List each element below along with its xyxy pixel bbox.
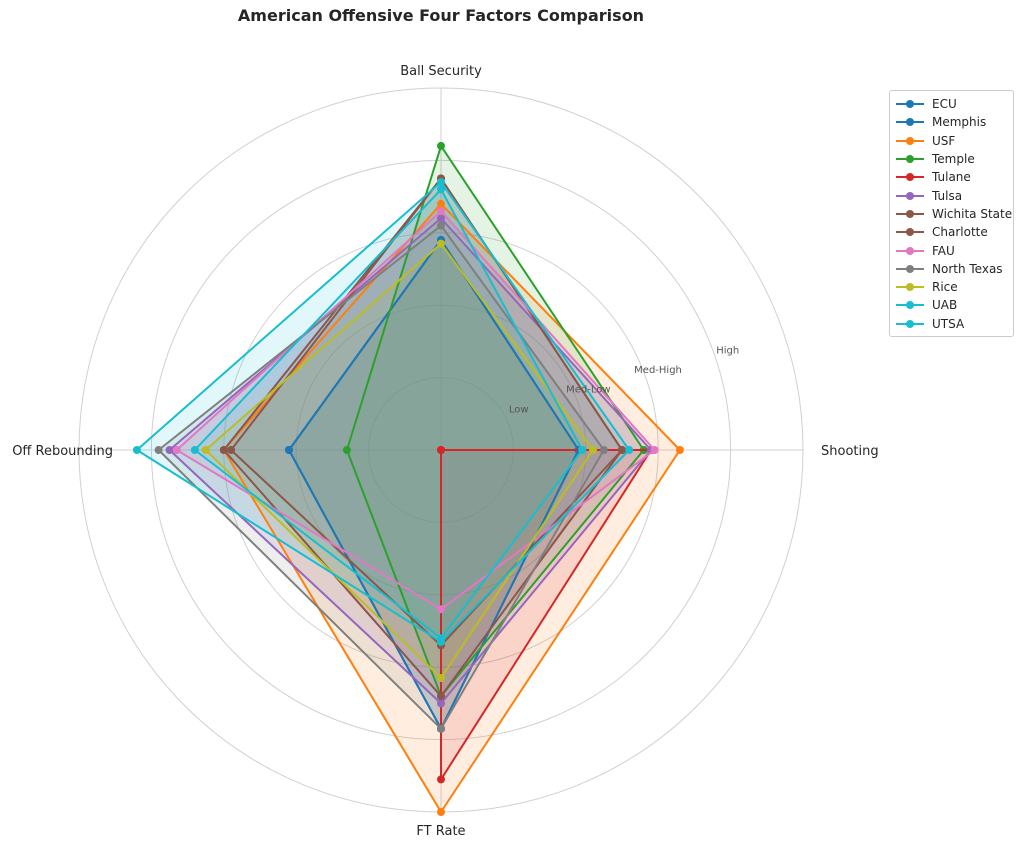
legend-swatch xyxy=(896,191,924,201)
legend-swatch xyxy=(896,227,924,237)
data-point xyxy=(437,637,445,646)
legend-swatch xyxy=(896,209,924,219)
legend-label: ECU xyxy=(932,97,957,112)
chart-legend: ECU Memphis USF Temple Tulane Tulsa Wichita St… xyxy=(889,90,1014,337)
axis-label: Shooting xyxy=(821,444,879,459)
data-point xyxy=(599,446,608,454)
data-point xyxy=(154,446,163,454)
data-point xyxy=(437,692,445,701)
data-point xyxy=(437,185,445,194)
legend-swatch xyxy=(896,264,924,274)
data-point xyxy=(578,446,587,454)
series-area xyxy=(205,243,593,679)
legend-swatch xyxy=(896,136,924,146)
legend-label: North Texas xyxy=(932,261,1003,276)
data-point xyxy=(437,239,445,248)
legend-swatch xyxy=(896,117,924,127)
data-point xyxy=(437,808,445,816)
legend-item: UTSA xyxy=(896,315,1013,333)
chart-title: American Offensive Four Factors Comparis… xyxy=(237,6,645,25)
legend-label: Charlotte xyxy=(932,225,988,240)
legend-swatch xyxy=(896,99,924,109)
legend-label: FAU xyxy=(932,243,955,258)
data-point xyxy=(190,446,199,454)
data-point xyxy=(437,141,445,150)
data-point xyxy=(437,724,445,733)
legend-item: North Texas xyxy=(896,260,1013,278)
series-line xyxy=(440,449,652,781)
data-point xyxy=(618,446,626,454)
data-point xyxy=(437,199,445,208)
legend-item: Rice xyxy=(896,278,1013,296)
series-area xyxy=(289,240,579,729)
axis-label: Ball Security xyxy=(400,64,482,79)
legend-swatch xyxy=(896,172,924,182)
legend-label: Tulsa xyxy=(932,188,963,203)
series-area xyxy=(289,240,579,729)
legend-label: Memphis xyxy=(932,115,987,130)
legend-item: Tulane xyxy=(896,168,1013,186)
radial-tick-label: Low xyxy=(509,404,529,415)
legend-label: Rice xyxy=(932,280,958,295)
legend-label: Temple xyxy=(932,152,975,167)
legend-swatch xyxy=(896,300,924,310)
axis-label: Off Rebounding xyxy=(12,444,113,459)
legend-label: Wichita State xyxy=(932,206,1013,221)
data-point xyxy=(437,674,445,683)
legend-item: Temple xyxy=(896,150,1013,168)
data-point xyxy=(625,446,634,454)
data-point xyxy=(437,446,445,454)
data-point xyxy=(165,446,174,454)
axis-label: FT Rate xyxy=(416,824,465,839)
legend-label: UAB xyxy=(932,298,958,313)
legend-swatch xyxy=(896,282,924,292)
legend-item: FAU xyxy=(896,241,1013,259)
data-point xyxy=(589,446,598,454)
legend-item: Wichita State xyxy=(896,205,1013,223)
data-point xyxy=(437,207,445,216)
data-point xyxy=(437,214,445,223)
data-point xyxy=(227,446,236,454)
data-point xyxy=(675,446,684,454)
data-point xyxy=(219,446,228,454)
legend-swatch xyxy=(896,154,924,164)
series-area xyxy=(158,225,604,729)
data-point xyxy=(437,775,445,784)
radial-tick-label: Med-Low xyxy=(566,385,610,396)
radar-series-layer xyxy=(132,141,684,816)
legend-item: Charlotte xyxy=(896,223,1013,241)
data-point xyxy=(172,446,181,454)
data-point xyxy=(437,699,445,708)
legend-swatch xyxy=(896,319,924,329)
data-point xyxy=(650,446,659,454)
radial-tick-label: Med-High xyxy=(634,365,682,376)
data-point xyxy=(201,446,210,454)
legend-item: Tulsa xyxy=(896,186,1013,204)
legend-label: USF xyxy=(932,133,956,148)
series-area xyxy=(169,218,651,704)
legend-label: UTSA xyxy=(932,316,965,331)
data-point xyxy=(284,446,293,454)
data-point xyxy=(132,446,141,454)
legend-item: USF xyxy=(896,132,1013,150)
legend-label: Tulane xyxy=(932,170,971,185)
legend-item: Memphis xyxy=(896,113,1013,131)
radial-tick-label: High xyxy=(716,345,739,356)
radar-label-layer: Low Med-Low Med-High High Ball Security Shoot… xyxy=(12,64,878,839)
legend-item: UAB xyxy=(896,296,1013,314)
legend-item: ECU xyxy=(896,95,1013,113)
data-point xyxy=(437,605,445,614)
data-point xyxy=(437,221,445,230)
data-point xyxy=(342,446,351,454)
data-point xyxy=(437,178,445,187)
series-area xyxy=(346,145,644,697)
legend-swatch xyxy=(896,246,924,256)
series-area xyxy=(194,189,583,639)
